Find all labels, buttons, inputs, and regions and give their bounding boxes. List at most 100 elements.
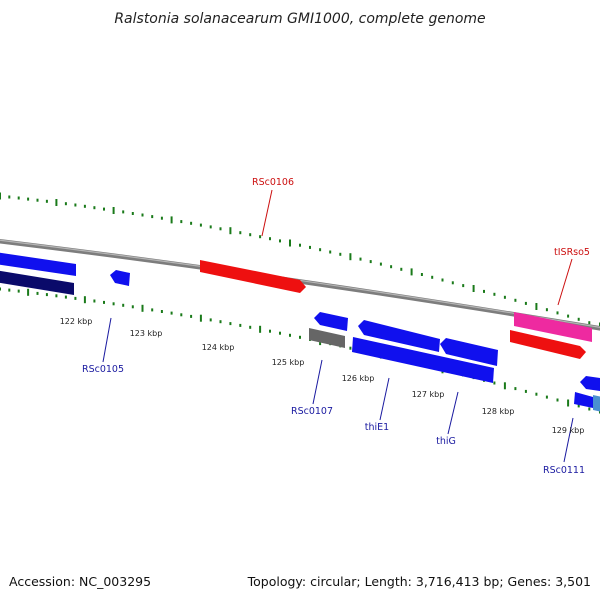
- minor-tick: [36, 291, 39, 295]
- minor-tick: [493, 381, 496, 385]
- minor-tick: [514, 387, 517, 391]
- minor-tick: [170, 311, 173, 315]
- minor-tick: [151, 308, 154, 312]
- minor-tick: [131, 305, 134, 309]
- minor-tick: [8, 195, 11, 199]
- gene-red-forward-2[interactable]: [510, 330, 586, 359]
- major-tick: [170, 216, 173, 224]
- leader-rsc0105: [102, 317, 112, 363]
- gene-rsc0107-gray[interactable]: [309, 328, 345, 348]
- minor-tick: [309, 245, 311, 249]
- minor-tick: [269, 237, 271, 241]
- minor-tick: [64, 295, 67, 299]
- minor-tick: [299, 335, 301, 339]
- major-tick: [83, 296, 86, 304]
- minor-tick: [199, 223, 202, 227]
- minor-tick: [269, 329, 271, 333]
- gene-rsc0111-lightblue[interactable]: [593, 395, 600, 412]
- minor-tick: [462, 284, 465, 288]
- major-tick: [27, 288, 30, 296]
- minor-tick: [209, 225, 212, 229]
- major-tick: [199, 314, 202, 322]
- minor-tick: [112, 302, 115, 306]
- minor-tick: [545, 395, 548, 399]
- minor-tick: [329, 250, 332, 254]
- tick-label: 126 kbp: [342, 374, 375, 383]
- minor-tick: [27, 197, 30, 201]
- gene-rsc0111-blue-b[interactable]: [574, 392, 593, 408]
- minor-tick: [319, 248, 322, 252]
- minor-tick: [17, 289, 20, 293]
- tick-label: 125 kbp: [272, 358, 305, 367]
- minor-tick: [524, 389, 527, 393]
- accession-text: Accession: NC_003295: [9, 574, 151, 589]
- minor-tick: [390, 265, 393, 269]
- minor-tick: [160, 310, 163, 313]
- major-tick: [0, 192, 1, 200]
- minor-tick: [289, 333, 291, 337]
- gene-rsc0104-forward[interactable]: [0, 252, 76, 276]
- minor-tick: [131, 212, 134, 215]
- minor-tick: [359, 257, 362, 261]
- gene-tisrso5-feature[interactable]: [514, 312, 592, 342]
- major-tick: [141, 304, 144, 312]
- minor-tick: [180, 313, 183, 317]
- minor-tick: [93, 299, 96, 303]
- genome-summary-text: Topology: circular; Length: 3,716,413 bp…: [247, 574, 591, 589]
- gene-thie1-upper[interactable]: [358, 320, 440, 352]
- minor-tick: [8, 288, 11, 292]
- gene-rsc0105-navy[interactable]: [0, 270, 74, 295]
- minor-tick: [160, 216, 163, 220]
- minor-tick: [180, 220, 183, 224]
- gene-rsc0107-blue[interactable]: [314, 312, 348, 331]
- gene-small-blue[interactable]: [110, 270, 130, 286]
- minor-tick: [514, 298, 517, 302]
- minor-tick: [339, 252, 342, 256]
- map-title: Ralstonia solanacearum GMI1000, complete…: [114, 11, 485, 27]
- minor-tick: [556, 398, 559, 402]
- gene-label-rsc0105[interactable]: RSc0105: [82, 364, 124, 375]
- major-tick: [55, 199, 58, 206]
- minor-tick: [588, 407, 591, 411]
- forward-strand-genes: [0, 252, 592, 359]
- minor-tick: [17, 196, 20, 200]
- minor-tick: [64, 202, 67, 206]
- gene-thig-upper[interactable]: [440, 338, 498, 366]
- gene-thie1-lower[interactable]: [352, 337, 494, 383]
- gene-label-rsc0107[interactable]: RSc0107: [291, 406, 333, 417]
- minor-tick: [379, 262, 382, 266]
- minor-tick: [239, 323, 242, 327]
- gene-rsc0111-blue-a[interactable]: [580, 376, 600, 391]
- minor-tick: [588, 321, 591, 325]
- minor-tick: [556, 311, 559, 315]
- leader-rsc0107: [312, 359, 323, 405]
- major-tick: [410, 268, 413, 276]
- leader-rsc0111: [563, 417, 574, 463]
- tick-label: 128 kbp: [482, 407, 515, 416]
- major-tick: [112, 207, 115, 214]
- tick-label: 127 kbp: [412, 390, 445, 399]
- minor-tick: [151, 215, 154, 219]
- minor-tick: [141, 213, 144, 217]
- minor-tick: [369, 260, 372, 264]
- minor-tick: [524, 301, 527, 305]
- major-tick: [567, 399, 570, 407]
- gene-label-rsc0106[interactable]: RSc0106: [252, 177, 294, 188]
- minor-tick: [503, 295, 506, 299]
- minor-tick: [545, 308, 548, 312]
- minor-tick: [219, 320, 222, 324]
- major-tick: [289, 239, 291, 247]
- outer-tick-row: [0, 192, 600, 330]
- gene-label-thie1[interactable]: thiE1: [365, 422, 389, 433]
- minor-tick: [567, 314, 570, 318]
- minor-tick: [239, 231, 242, 235]
- minor-tick: [577, 404, 580, 408]
- gene-label-thig[interactable]: thiG: [436, 436, 456, 447]
- gene-label-rsc0111[interactable]: RSc0111: [543, 465, 585, 476]
- leader-thig: [447, 391, 459, 435]
- minor-tick: [93, 206, 96, 210]
- minor-tick: [483, 289, 485, 293]
- minor-tick: [299, 243, 301, 247]
- gene-label-tisrso5[interactable]: tISRso5: [554, 247, 590, 258]
- gene-rsc0106-feature[interactable]: [200, 260, 306, 293]
